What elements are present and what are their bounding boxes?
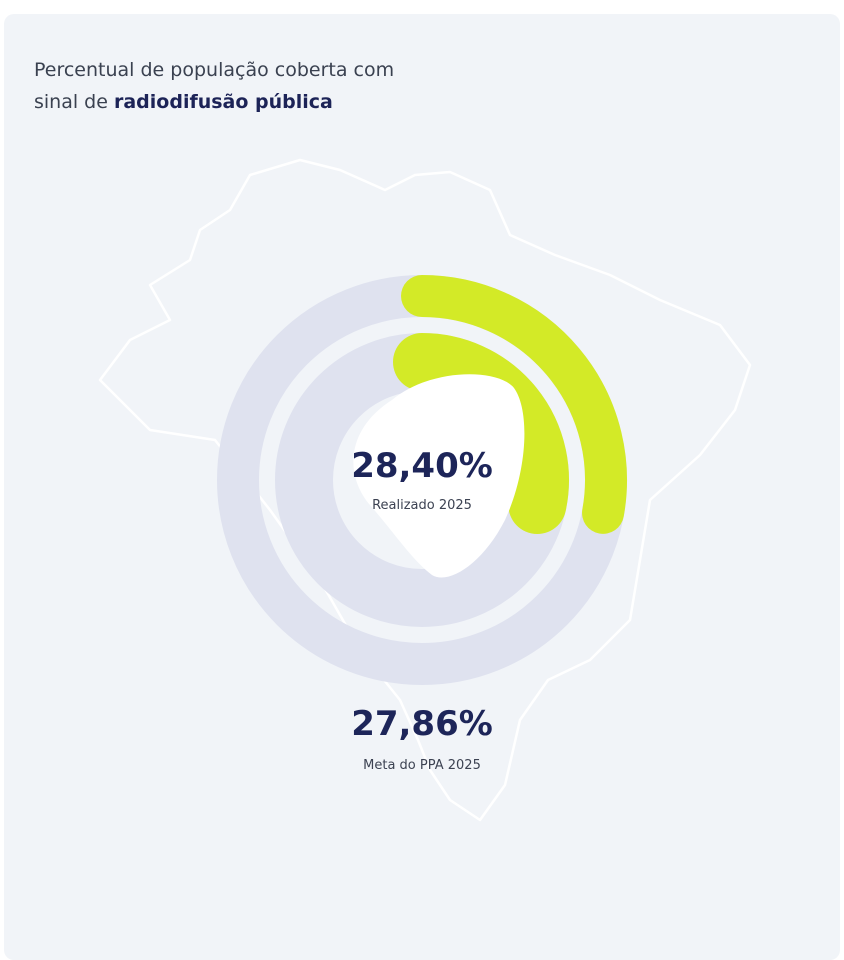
brazil-map-outline	[98, 158, 752, 822]
inner-ring-value: 28,40%	[351, 446, 493, 486]
outer-ring-value: 27,86%	[351, 704, 493, 744]
center-blob	[353, 374, 525, 578]
chart-title-line2-prefix: sinal de	[34, 91, 114, 113]
chart-title-line1: Percentual de população coberta com	[34, 59, 395, 81]
chart-title: Percentual de população coberta com sina…	[34, 54, 634, 118]
rings-layer	[217, 275, 627, 685]
outer-ring-label: Meta do PPA 2025	[363, 758, 481, 773]
inner-ring-label: Realizado 2025	[372, 498, 472, 513]
chart-title-bold: radiodifusão pública	[113, 91, 333, 113]
outer-ring-progress-arc	[401, 275, 627, 534]
